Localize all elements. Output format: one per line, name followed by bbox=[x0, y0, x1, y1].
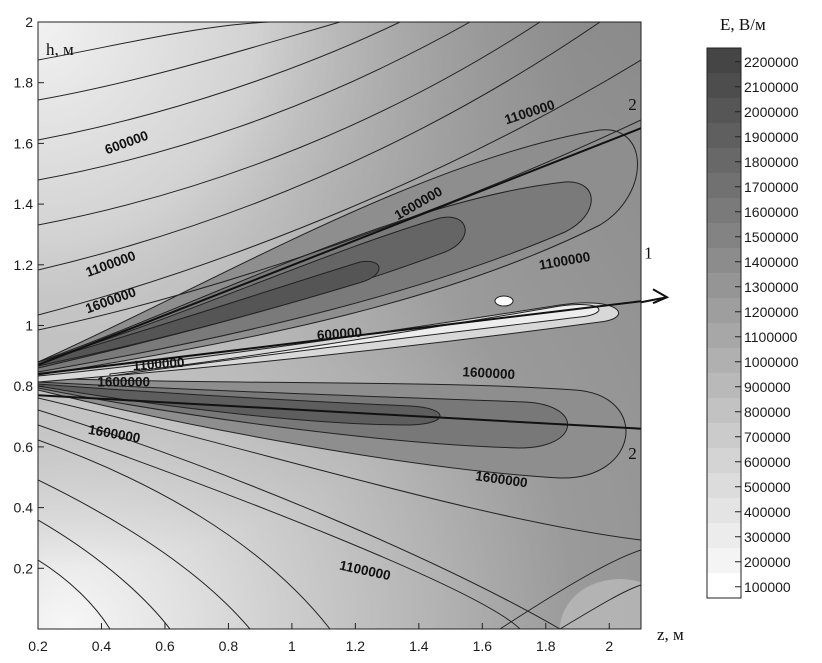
colorbar-swatch bbox=[707, 73, 741, 98]
y-axis-title: h, м bbox=[46, 40, 74, 59]
colorbar-level-label: 400000 bbox=[744, 504, 791, 520]
colorbar-level-label: 1000000 bbox=[744, 354, 799, 370]
colorbar-level-label: 1200000 bbox=[744, 304, 799, 320]
colorbar: 2200000 2100000 2000000 1900000 1800000 17000… bbox=[706, 47, 799, 599]
y-tick-label: 0.6 bbox=[14, 439, 34, 455]
colorbar-level-label: 100000 bbox=[744, 579, 791, 595]
contour-label: 1600000 bbox=[462, 364, 515, 382]
colorbar-swatch bbox=[707, 398, 741, 423]
colorbar-level-label: 600000 bbox=[744, 454, 791, 470]
y-tick-label: 0.8 bbox=[14, 378, 34, 394]
y-tick-label: 1.4 bbox=[14, 196, 34, 212]
y-tick-label: 1.8 bbox=[14, 75, 34, 91]
x-tick-label: 2 bbox=[605, 638, 613, 654]
colorbar-swatch bbox=[707, 348, 741, 373]
y-tick-label: 1.6 bbox=[14, 135, 34, 151]
line-annotations: 2 1 2 bbox=[628, 95, 652, 463]
beam-line-2 bbox=[38, 127, 641, 366]
colorbar-level-label: 300000 bbox=[744, 529, 791, 545]
colorbar-swatch bbox=[707, 123, 741, 148]
colorbar-swatch bbox=[707, 323, 741, 348]
line-number-label: 2 bbox=[628, 444, 637, 463]
colorbar-frame bbox=[706, 47, 742, 599]
colorbar-level-label: 2200000 bbox=[744, 54, 799, 70]
colorbar-swatch bbox=[707, 273, 741, 298]
beam-arrow-shaft bbox=[640, 296, 668, 304]
colorbar-swatch bbox=[707, 448, 741, 473]
colorbar-level-label: 700000 bbox=[744, 429, 791, 445]
x-tick-label: 1.4 bbox=[409, 638, 429, 654]
y-tick-label: 0.2 bbox=[14, 560, 34, 576]
x-tick-label: 1.6 bbox=[473, 638, 493, 654]
colorbar-swatch bbox=[707, 548, 741, 573]
colorbar-level-label: 1500000 bbox=[744, 229, 799, 245]
colorbar-swatch bbox=[707, 198, 741, 223]
colorbar-level-label: 1600000 bbox=[744, 204, 799, 220]
beam-lines bbox=[38, 127, 641, 430]
x-axis-title: z, м bbox=[657, 625, 684, 644]
colorbar-level-label: 1900000 bbox=[744, 129, 799, 145]
contour-label: 1600000 bbox=[474, 468, 528, 490]
colorbar-level-label: 1100000 bbox=[744, 329, 798, 345]
colorbar-swatch bbox=[707, 473, 741, 498]
colorbar-swatch bbox=[707, 48, 741, 73]
colorbar-swatch bbox=[707, 98, 741, 123]
x-tick-label: 1.8 bbox=[536, 638, 556, 654]
colorbar-title: E, В/м bbox=[720, 15, 766, 34]
x-tick-label: 0.8 bbox=[219, 638, 239, 654]
central-beam bbox=[38, 295, 620, 383]
colorbar-level-label: 2000000 bbox=[744, 104, 799, 120]
beam-line-3 bbox=[38, 394, 641, 430]
contour-label: 1100000 bbox=[132, 355, 185, 374]
colorbar-level-label: 500000 bbox=[744, 479, 791, 495]
y-tick-label: 1 bbox=[25, 318, 33, 334]
x-tick-label: 0.4 bbox=[92, 638, 112, 654]
colorbar-swatch bbox=[707, 498, 741, 523]
colorbar-level-label: 1300000 bbox=[744, 279, 799, 295]
contour-label: 1600000 bbox=[97, 375, 150, 390]
x-tick-label: 1.2 bbox=[346, 638, 366, 654]
colorbar-level-label: 1700000 bbox=[744, 179, 799, 195]
y-axis: 0.2 0.4 0.6 0.8 1 1.2 1.4 1.6 1.8 2 bbox=[14, 14, 44, 576]
y-tick-label: 2 bbox=[25, 14, 33, 30]
colorbar-level-label: 900000 bbox=[744, 379, 791, 395]
beam-line-1 bbox=[38, 300, 641, 376]
colorbar-level-label: 200000 bbox=[744, 554, 791, 570]
contour-rings bbox=[38, 22, 641, 629]
beam-arrow-head bbox=[652, 288, 670, 305]
colorbar-swatch bbox=[707, 573, 741, 598]
y-tick-label: 1.2 bbox=[14, 257, 34, 273]
colorbar-level-label: 2100000 bbox=[744, 79, 799, 95]
colorbar-swatch bbox=[707, 248, 741, 273]
colorbar-swatch bbox=[707, 373, 741, 398]
x-tick-label: 1 bbox=[288, 638, 296, 654]
colorbar-swatch bbox=[707, 148, 741, 173]
x-tick-label: 0.2 bbox=[28, 638, 48, 654]
upper-lobe bbox=[38, 129, 638, 376]
colorbar-swatch bbox=[707, 523, 741, 548]
x-axis: 0.2 0.4 0.6 0.8 1 1.2 1.4 1.6 1.8 2 bbox=[28, 623, 613, 654]
colorbar-swatch bbox=[707, 423, 741, 448]
x-tick-label: 0.6 bbox=[155, 638, 175, 654]
colorbar-level-label: 1400000 bbox=[744, 254, 799, 270]
line-number-label: 2 bbox=[628, 95, 637, 114]
colorbar-swatch bbox=[707, 298, 741, 323]
y-tick-label: 0.4 bbox=[14, 500, 34, 516]
colorbar-swatch bbox=[707, 223, 741, 248]
colorbar-level-label: 800000 bbox=[744, 404, 791, 420]
colorbar-swatch bbox=[707, 173, 741, 198]
colorbar-level-label: 1800000 bbox=[744, 154, 799, 170]
line-number-label: 1 bbox=[644, 244, 653, 263]
plot-area: 6000001100000110000016000001600000110000… bbox=[38, 22, 641, 629]
